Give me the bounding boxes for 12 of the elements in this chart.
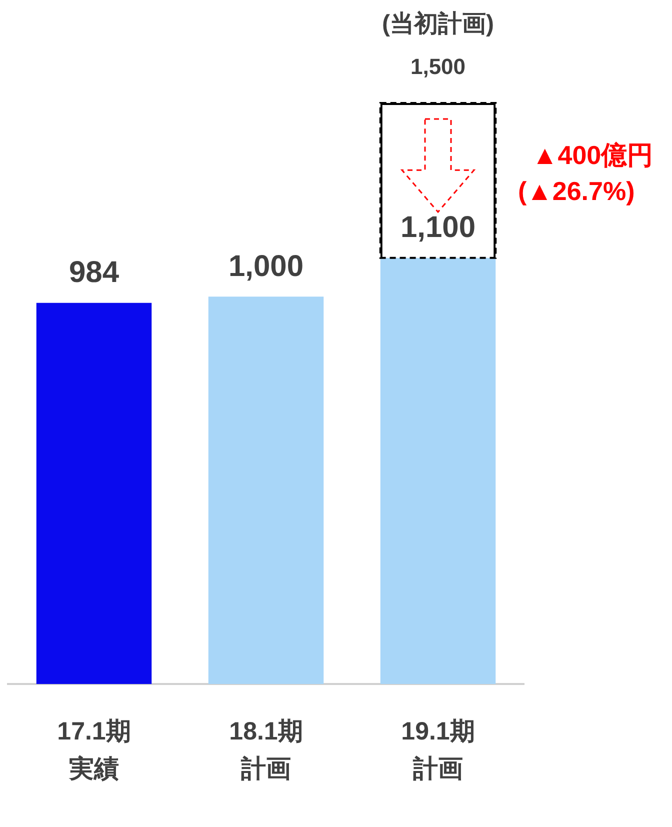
annotation: ▲400億円 (▲26.7%) bbox=[518, 140, 654, 206]
text: (当初計画) bbox=[382, 10, 494, 38]
bar bbox=[36, 302, 152, 684]
data-label: 1,000 bbox=[228, 250, 304, 283]
bar bbox=[208, 296, 324, 684]
data-label: 984 bbox=[68, 256, 120, 290]
x-tick-label: 19.1期計画 bbox=[401, 718, 475, 784]
x-tick-label: 17.1期実績 bbox=[57, 718, 131, 784]
bar bbox=[380, 258, 496, 684]
data-label: 1,100 bbox=[400, 211, 476, 244]
total-label: 1,500 bbox=[410, 54, 466, 80]
x-tick-label: 18.1期計画 bbox=[229, 718, 303, 784]
